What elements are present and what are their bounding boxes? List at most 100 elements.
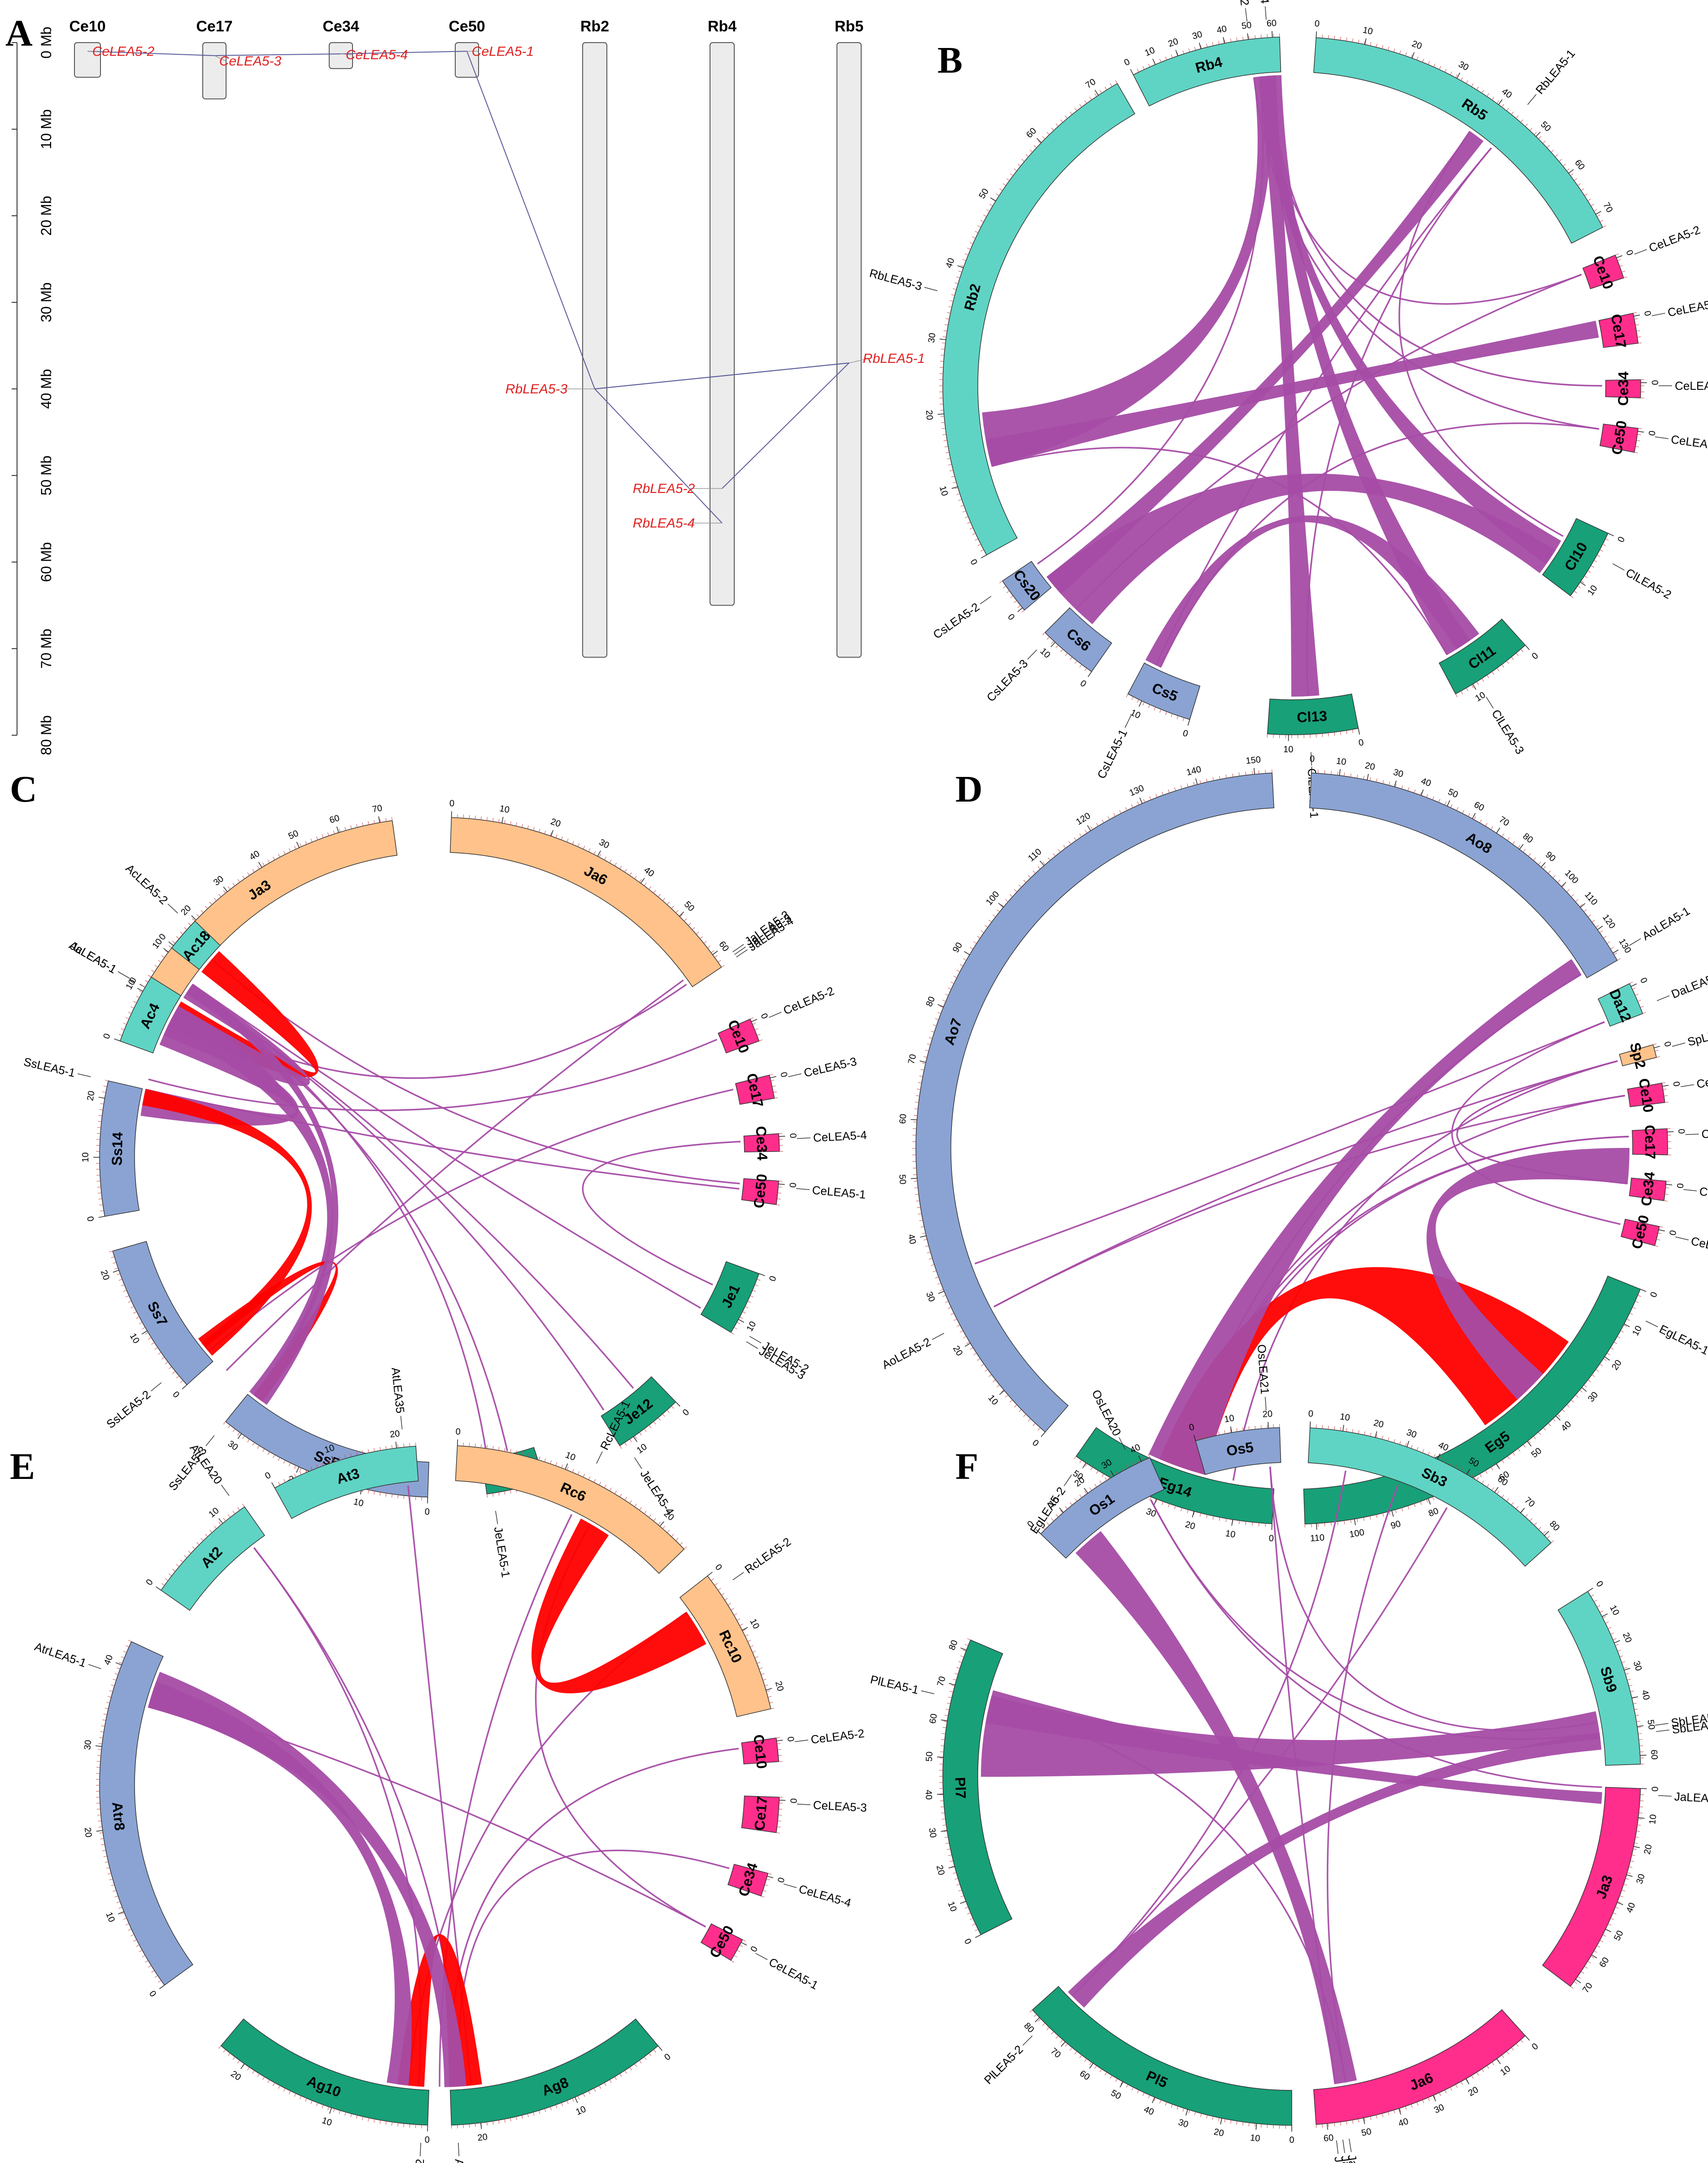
minor-tick (734, 1327, 737, 1330)
minor-tick (932, 1270, 937, 1272)
minor-tick (977, 544, 981, 546)
minor-tick (117, 1273, 120, 1275)
minor-tick (993, 914, 996, 917)
minor-tick (940, 1289, 944, 1291)
synteny-ribbon (985, 1690, 1603, 1804)
minor-tick (1322, 2124, 1323, 2128)
tick-label: 40 (1625, 1901, 1638, 1914)
minor-tick (764, 1884, 768, 1886)
minor-tick (629, 872, 632, 876)
minor-tick (1594, 209, 1597, 212)
gene-label: CeLEA5-3 (219, 54, 282, 69)
minor-tick (1074, 2051, 1077, 2054)
minor-tick (1328, 35, 1329, 39)
minor-tick (223, 890, 226, 894)
minor-tick (1439, 2092, 1441, 2096)
minor-tick (969, 242, 973, 244)
minor-tick (109, 1879, 113, 1880)
minor-tick (609, 1487, 612, 1491)
minor-tick (1455, 693, 1458, 698)
minor-tick (262, 2076, 265, 2080)
minor-tick (196, 1542, 200, 1545)
major-tick (1152, 58, 1156, 65)
minor-tick (1001, 904, 1004, 907)
minor-tick (776, 1832, 780, 1834)
major-tick (329, 2107, 332, 2114)
minor-tick (1506, 660, 1509, 664)
minor-tick (946, 452, 950, 454)
major-tick (565, 1463, 568, 1470)
minor-tick (757, 1662, 761, 1664)
minor-tick (1005, 1395, 1008, 1398)
major-tick (1339, 769, 1341, 776)
minor-tick (1595, 925, 1599, 928)
minor-tick (1466, 1471, 1468, 1474)
major-tick (1581, 1387, 1587, 1392)
gene-leader (1342, 2139, 1345, 2153)
minor-tick (463, 814, 464, 818)
minor-tick (1542, 1531, 1546, 1534)
minor-tick (1346, 730, 1347, 734)
minor-tick (1381, 2113, 1383, 2117)
minor-tick (935, 1277, 939, 1278)
minor-tick (1001, 1390, 1004, 1393)
minor-tick (1094, 93, 1097, 97)
synteny-ribbon (148, 1681, 412, 2086)
axis-tick-label: 0 Mb (38, 26, 54, 58)
minor-tick (734, 1955, 737, 1958)
minor-tick (942, 1295, 946, 1297)
minor-tick (721, 965, 725, 968)
minor-tick (1194, 2111, 1196, 2115)
minor-tick (1051, 127, 1054, 131)
minor-tick (959, 1330, 963, 1333)
minor-tick (1534, 132, 1537, 135)
segment-ce34: Ce34 0 (727, 1861, 787, 1898)
minor-tick (1089, 96, 1092, 100)
minor-tick (913, 1174, 917, 1175)
tick-label: 0 (1650, 380, 1660, 385)
minor-tick (948, 1854, 952, 1856)
major-tick (911, 1177, 917, 1179)
minor-tick (624, 1442, 627, 1446)
minor-tick (1401, 1508, 1403, 1512)
tick-label: 10 (1586, 584, 1599, 597)
minor-tick (305, 841, 307, 845)
minor-tick (123, 1290, 127, 1292)
minor-tick (1159, 709, 1162, 713)
tick-label: 10 (1608, 1604, 1621, 1617)
minor-tick (299, 843, 302, 847)
minor-tick (593, 2088, 596, 2092)
minor-tick (1594, 560, 1597, 563)
synteny-links (148, 1485, 739, 2087)
gene-leader (746, 1341, 758, 1349)
minor-tick (1328, 1426, 1329, 1430)
tick-label: 50 (1241, 20, 1252, 31)
minor-tick (1142, 66, 1145, 70)
minor-tick (1562, 1409, 1565, 1413)
minor-tick (283, 2088, 286, 2092)
tick-label: 10 (635, 1442, 649, 1456)
minor-tick (1094, 1484, 1097, 1487)
minor-tick (262, 863, 265, 866)
minor-tick (1444, 69, 1447, 72)
minor-tick (1125, 807, 1128, 811)
gene-leader (634, 1457, 642, 1469)
gene-leader (340, 53, 353, 55)
minor-tick (262, 1448, 265, 1452)
minor-tick (106, 1867, 110, 1869)
tick-label: 0 (749, 1945, 760, 1954)
minor-tick (986, 209, 990, 212)
tick-label: 90 (1390, 1519, 1402, 1531)
minor-tick (247, 2067, 250, 2071)
tick-label: 80 (1022, 2021, 1036, 2035)
tick-label: 10 (1143, 45, 1156, 58)
major-tick (1412, 52, 1415, 58)
minor-tick (1010, 595, 1013, 598)
minor-tick (1460, 691, 1463, 694)
minor-tick (953, 481, 957, 484)
minor-tick (118, 1034, 122, 1036)
minor-tick (1154, 706, 1156, 711)
gene-label: CeLEA5-3 (802, 1055, 858, 1080)
